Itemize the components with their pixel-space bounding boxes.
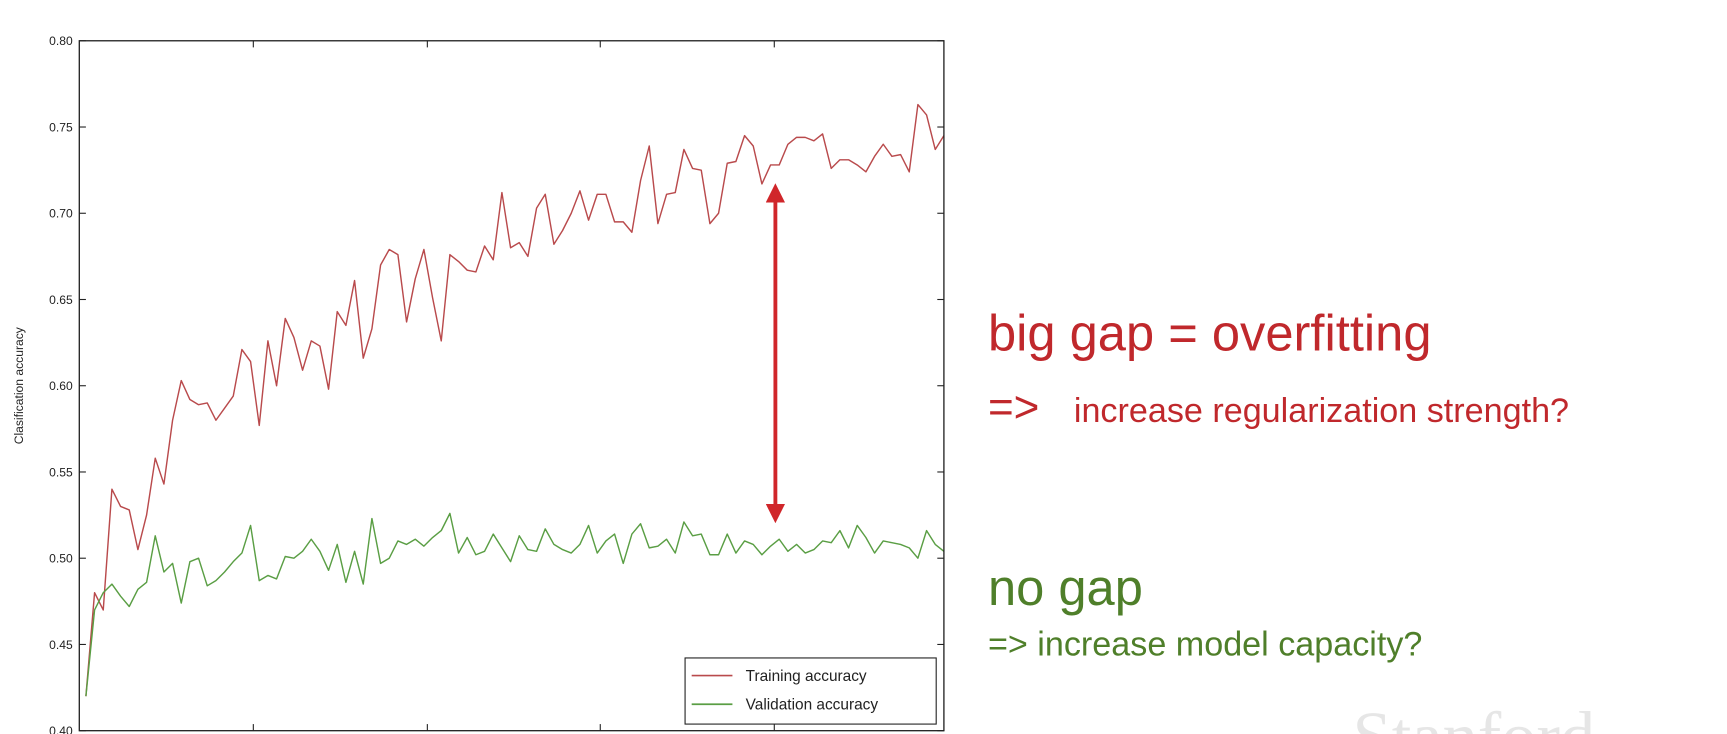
nogap-title: no gap [988, 559, 1143, 616]
watermark: Stanford [1353, 698, 1596, 734]
y-tick-label: 0.65 [49, 293, 73, 307]
series-line [85, 103, 945, 697]
nogap-advice: => increase model capacity? [988, 626, 1422, 664]
y-axis-label: Clasification accuracy [12, 326, 26, 444]
overfit-arrow: => [988, 383, 1039, 432]
plot [85, 103, 945, 697]
y-tick-label: 0.60 [49, 379, 73, 393]
y-tick-label: 0.80 [49, 34, 73, 48]
plot-frame [78, 40, 945, 732]
legend-label: Training accuracy [746, 668, 867, 685]
legend: Training accuracy Validation accuracy [684, 657, 937, 725]
x-tick-marks [252, 40, 775, 731]
y-tick-label: 0.70 [49, 207, 73, 221]
y-tick-label: 0.55 [49, 465, 73, 479]
y-tick-label: 0.75 [49, 120, 73, 134]
y-tick-label: 0.50 [49, 552, 73, 566]
legend-label: Validation accuracy [746, 697, 879, 714]
overfit-advice: increase regularization strength? [1074, 392, 1569, 430]
series-line [85, 512, 945, 697]
y-tick-label: 0.45 [49, 638, 73, 652]
legend-box [684, 657, 937, 725]
y-tick-label: 0.40 [49, 724, 73, 734]
overfit-title: big gap = overfitting [988, 304, 1432, 361]
